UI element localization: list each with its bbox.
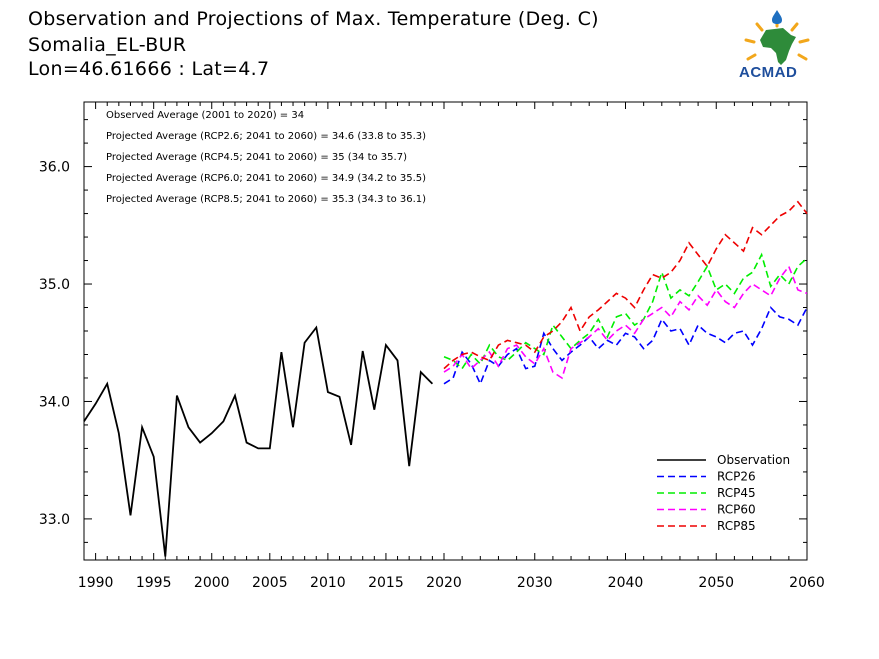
chart-title: Observation and Projections of Max. Temp… xyxy=(28,8,599,30)
series-line-rcp45 xyxy=(443,252,808,370)
x-tick-label: 1995 xyxy=(136,575,172,591)
x-tick-label: 2050 xyxy=(698,575,734,591)
x-tick-label: 2030 xyxy=(517,575,553,591)
legend-label: RCP85 xyxy=(717,519,756,533)
chart-annotations: Observed Average (2001 to 2020) = 34 Proj… xyxy=(106,110,426,205)
x-tick-label: 2015 xyxy=(368,575,404,591)
legend-label: RCP45 xyxy=(717,486,756,500)
logo-text: ACMAD xyxy=(739,64,798,81)
x-tick-label: 2010 xyxy=(310,575,346,591)
annotation-line: Projected Average (RCP4.5; 2041 to 2060)… xyxy=(106,152,407,163)
logo-water-drop xyxy=(772,10,782,24)
axis-tick-labels: 1990 1995 2000 2005 2010 2015 2020 2030 2040 2050… xyxy=(39,160,825,591)
acmad-logo xyxy=(744,10,810,65)
y-tick-label: 33.0 xyxy=(39,512,70,528)
plot-frame xyxy=(83,101,808,561)
annotation-line: Projected Average (RCP2.6; 2041 to 2060)… xyxy=(106,131,426,142)
series-line-rcp26 xyxy=(443,306,808,386)
annotation-line: Projected Average (RCP8.5; 2041 to 2060)… xyxy=(106,194,426,205)
x-tick-label: 2005 xyxy=(252,575,288,591)
series-line-rcp60 xyxy=(443,264,808,380)
annotation-line: Observed Average (2001 to 2020) = 34 xyxy=(106,110,304,121)
legend-label: Observation xyxy=(717,453,790,467)
y-tick-label: 34.0 xyxy=(39,394,70,410)
legend-label: RCP26 xyxy=(717,470,756,484)
legend-label: RCP60 xyxy=(717,503,756,517)
y-tick-label: 35.0 xyxy=(39,277,70,293)
y-tick-label: 36.0 xyxy=(39,160,70,176)
series-line-rcp85 xyxy=(443,200,808,370)
series-line-observation xyxy=(83,325,434,557)
x-tick-label: 2060 xyxy=(789,575,825,591)
x-tick-label: 1990 xyxy=(78,575,114,591)
chart-series xyxy=(83,200,808,557)
x-tick-label: 2020 xyxy=(426,575,462,591)
logo-africa-shape xyxy=(760,28,796,65)
x-tick-label: 2000 xyxy=(194,575,230,591)
annotation-line: Projected Average (RCP6.0; 2041 to 2060)… xyxy=(106,173,426,184)
axis-ticks xyxy=(84,102,808,560)
x-tick-label: 2040 xyxy=(608,575,644,591)
chart-legend: Observation RCP26 RCP45 RCP60 RCP85 xyxy=(657,453,790,533)
chart-subtitle-location: Somalia_EL-BUR xyxy=(28,34,187,56)
chart-subtitle-coordinates: Lon=46.61666 : Lat=4.7 xyxy=(28,58,270,80)
